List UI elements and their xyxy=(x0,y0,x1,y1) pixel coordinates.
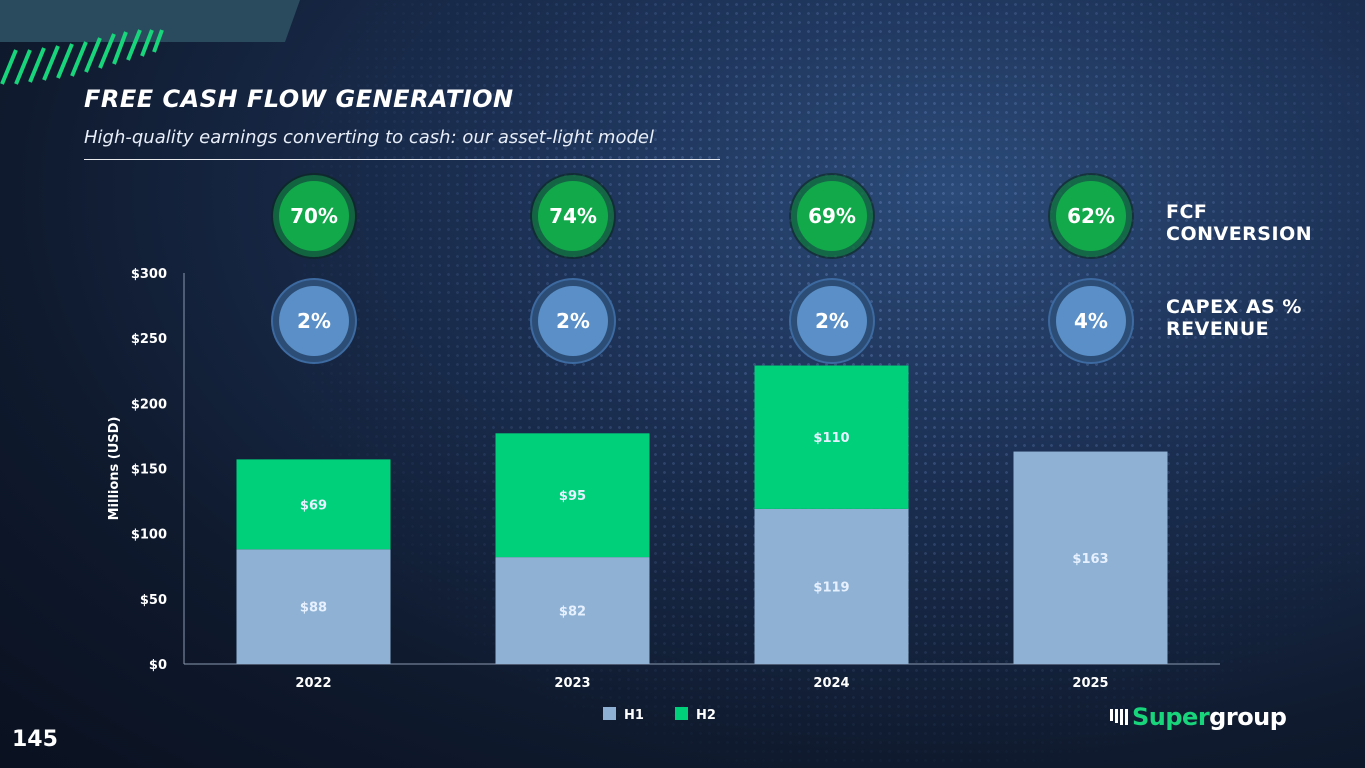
subtitle-divider xyxy=(84,159,720,160)
page-subtitle: High-quality earnings converting to cash… xyxy=(84,127,654,148)
y-tick-label: $150 xyxy=(131,463,167,478)
capex-badge-2025: 4% xyxy=(1056,286,1126,356)
fcf-label-line-2: CONVERSION xyxy=(1166,223,1313,245)
bar-label-h1-2023: $82 xyxy=(559,605,586,620)
legend-swatch-h1 xyxy=(603,707,616,720)
fcf-badge-2022: 70% xyxy=(279,181,349,251)
bar-label-h2-2022: $69 xyxy=(300,498,327,513)
slash-decoration xyxy=(0,29,164,85)
x-tick-label: 2022 xyxy=(295,676,331,691)
y-tick-label: $250 xyxy=(131,332,167,347)
y-tick-label: $300 xyxy=(131,267,167,282)
fcf-badge-2025: 62% xyxy=(1056,181,1126,251)
capex-revenue-label: CAPEX AS % REVENUE xyxy=(1166,296,1302,340)
bar-label-h2-2023: $95 xyxy=(559,489,586,504)
legend-swatch-h2 xyxy=(675,707,688,720)
fcf-badge-2023: 74% xyxy=(538,181,608,251)
fcf-label-line-1: FCF xyxy=(1166,201,1208,223)
capex-badge-2022: 2% xyxy=(279,286,349,356)
fcf-badge-2024: 69% xyxy=(797,181,867,251)
legend-label-h1: H1 xyxy=(624,708,644,723)
x-tick-label: 2023 xyxy=(554,676,590,691)
capex-badge-2023: 2% xyxy=(538,286,608,356)
bar-h1-2024 xyxy=(754,508,909,664)
bar-h2-2024 xyxy=(754,365,909,509)
y-axis-title: Millions (USD) xyxy=(107,417,122,521)
logo-bars-icon xyxy=(1110,709,1128,725)
bar-label-h2-2024: $110 xyxy=(813,431,849,446)
bar-h1-2022 xyxy=(236,549,391,664)
fcf-conversion-label: FCF CONVERSION xyxy=(1166,201,1312,245)
capex-badge-2024: 2% xyxy=(797,286,867,356)
bar-label-h1-2025: $163 xyxy=(1072,552,1108,567)
logo-text-group: group xyxy=(1209,703,1287,731)
bar-h2-2023 xyxy=(495,433,650,558)
bar-h1-2023 xyxy=(495,557,650,664)
y-tick-label: $200 xyxy=(131,397,167,412)
page-title: FREE CASH FLOW GENERATION xyxy=(84,85,514,113)
legend-label-h2: H2 xyxy=(696,708,716,723)
logo-text-super: Super xyxy=(1132,703,1210,731)
capex-label-line-2: REVENUE xyxy=(1166,318,1270,340)
bar-label-h1-2022: $88 xyxy=(300,601,327,616)
page-number: 145 xyxy=(12,727,58,752)
capex-label-line-1: CAPEX AS % xyxy=(1166,296,1302,318)
bar-h2-2022 xyxy=(236,459,391,550)
bar-label-h1-2024: $119 xyxy=(813,580,849,595)
y-tick-label: $0 xyxy=(149,658,167,673)
bar-h1-2025 xyxy=(1013,451,1168,664)
y-tick-label: $50 xyxy=(140,593,167,608)
y-tick-label: $100 xyxy=(131,528,167,543)
x-tick-label: 2024 xyxy=(813,676,849,691)
supergroup-logo: Super group xyxy=(1110,703,1287,731)
x-tick-label: 2025 xyxy=(1072,676,1108,691)
